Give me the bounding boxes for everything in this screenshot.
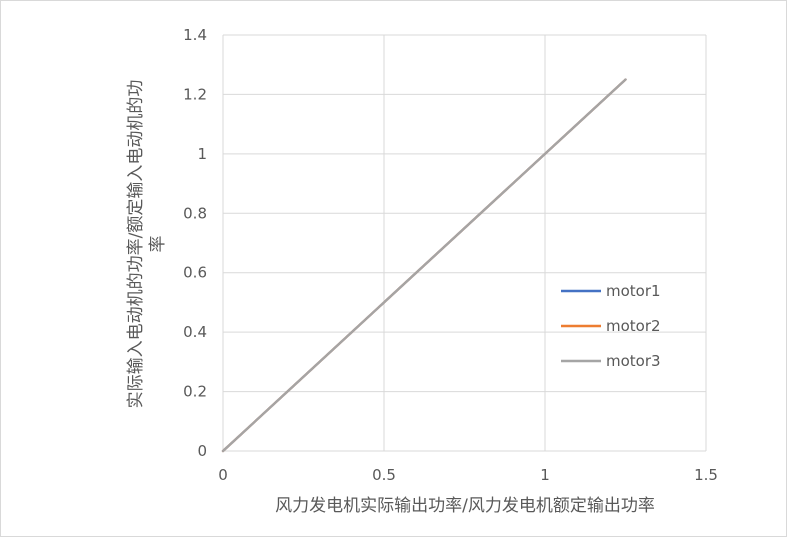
y-tick-label: 0 bbox=[197, 442, 207, 460]
y-tick-label: 1 bbox=[197, 145, 207, 163]
y-tick-label: 1.4 bbox=[183, 26, 207, 44]
y-axis-title: 实际输入电动机的功率/额定输入电动机的功 率 bbox=[126, 80, 168, 409]
y-tick-label: 0.6 bbox=[183, 264, 207, 282]
y-tick-label: 0.8 bbox=[183, 204, 207, 222]
y-tick-label: 0.2 bbox=[183, 383, 207, 401]
x-tick-label: 1 bbox=[540, 466, 550, 484]
legend-item-motor1: motor1 bbox=[561, 282, 661, 300]
legend: motor1 motor2 motor3 bbox=[561, 282, 661, 370]
y-tick-label: 1.2 bbox=[183, 85, 207, 103]
y-tick-label: 0.4 bbox=[183, 323, 207, 341]
legend-label: motor2 bbox=[606, 317, 661, 335]
y-axis-title-line-2: 率 bbox=[148, 236, 168, 253]
tick-labels: 0 0.2 0.4 0.6 0.8 1 1.2 1.4 0 0.5 1 1.5 bbox=[183, 26, 718, 484]
x-axis-title: 风力发电机实际输出功率/风力发电机额定输出功率 bbox=[275, 496, 655, 516]
x-tick-label: 0 bbox=[218, 466, 228, 484]
series-line-motor3 bbox=[221, 78, 627, 453]
legend-label: motor1 bbox=[606, 282, 661, 300]
legend-item-motor2: motor2 bbox=[561, 317, 661, 335]
gridlines bbox=[222, 34, 707, 452]
legend-item-motor3: motor3 bbox=[561, 352, 661, 370]
y-axis-title-line-1: 实际输入电动机的功率/额定输入电动机的功 bbox=[126, 80, 146, 409]
x-tick-label: 1.5 bbox=[694, 466, 718, 484]
x-tick-label: 0.5 bbox=[372, 466, 396, 484]
legend-label: motor3 bbox=[606, 352, 661, 370]
series-lines bbox=[221, 78, 627, 453]
